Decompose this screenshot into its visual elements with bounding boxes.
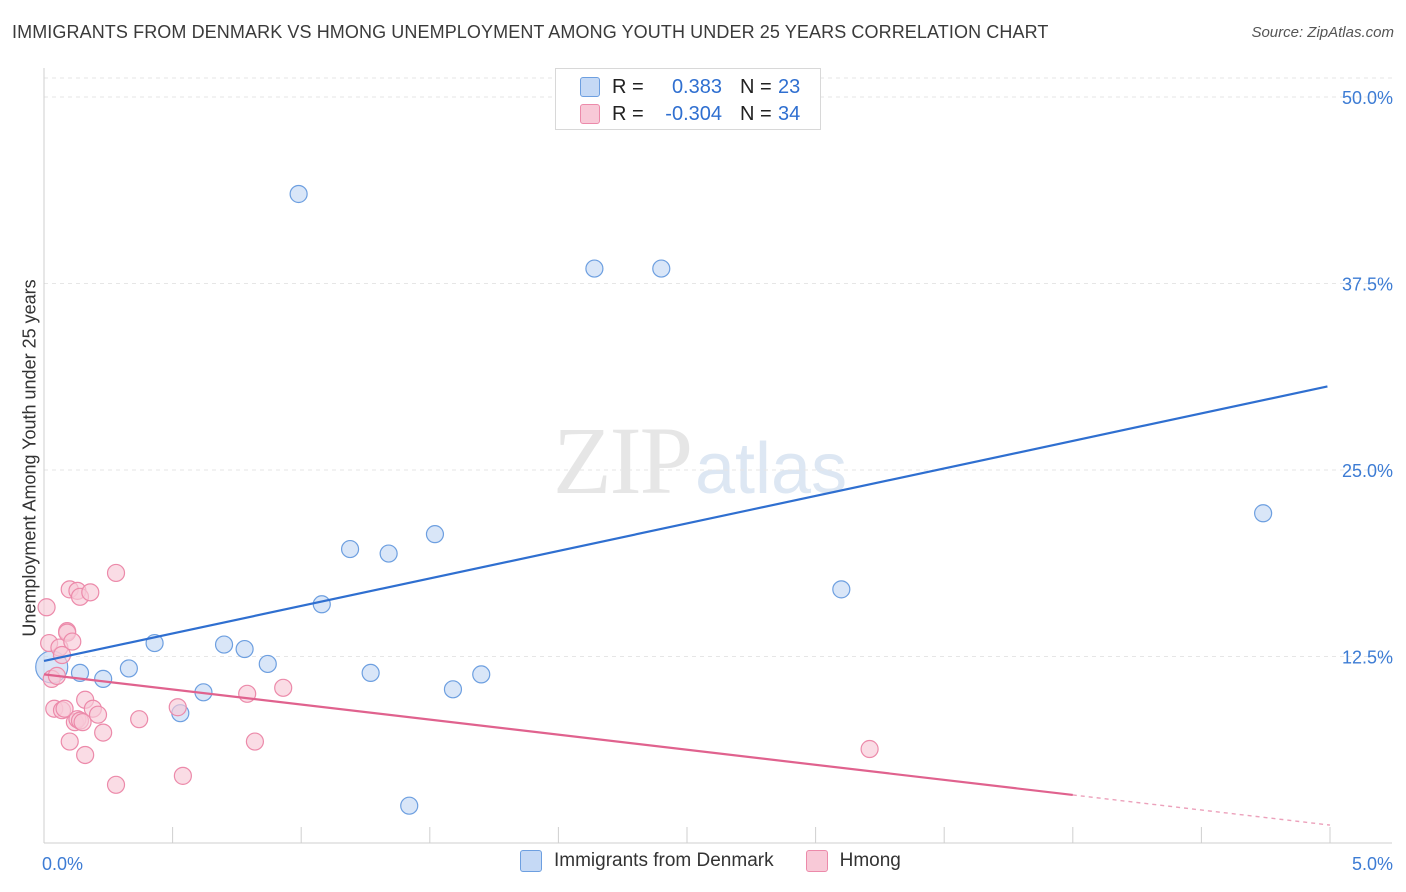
y-axis-label: Unemployment Among Youth under 25 years xyxy=(19,279,40,637)
y-tick-label: 37.5% xyxy=(1342,275,1393,295)
hmong-point xyxy=(860,739,879,759)
hmong-point xyxy=(130,710,149,729)
hmong-point xyxy=(168,698,187,717)
denmark-point xyxy=(1254,504,1273,523)
hmong-point xyxy=(274,678,293,697)
denmark-point xyxy=(94,669,113,688)
legend-n-label: N = xyxy=(740,75,772,98)
legend-swatch-denmark xyxy=(520,850,542,872)
series-legend: Immigrants from Denmark Hmong xyxy=(520,850,933,872)
denmark-point xyxy=(312,595,331,614)
legend-n-value: 34 xyxy=(778,102,801,125)
denmark-point xyxy=(585,259,604,278)
hmong-point xyxy=(173,766,192,785)
denmark-point xyxy=(235,639,254,659)
y-tick-label: 50.0% xyxy=(1342,88,1393,108)
denmark-point xyxy=(289,184,308,204)
source-credit: Source: ZipAtlas.com xyxy=(1251,24,1394,41)
denmark-point xyxy=(472,665,491,684)
x-tick-label: 0.0% xyxy=(42,854,83,874)
legend-item-denmark[interactable]: Immigrants from Denmark xyxy=(520,850,774,872)
hmong-point xyxy=(55,699,74,718)
denmark-point xyxy=(379,544,398,563)
hmong-point xyxy=(94,723,113,742)
hmong-point xyxy=(60,732,79,751)
denmark-point xyxy=(652,259,671,278)
hmong-point xyxy=(37,598,56,617)
legend-label-denmark: Immigrants from Denmark xyxy=(554,850,774,871)
legend-swatch-hmong xyxy=(580,104,600,124)
hmong-trend-line-extension xyxy=(1072,794,1331,826)
denmark-point xyxy=(832,580,851,599)
legend-r-label: R = xyxy=(612,75,644,98)
denmark-point xyxy=(119,659,138,678)
hmong-point xyxy=(106,563,126,583)
denmark-point xyxy=(361,663,380,683)
legend-label-hmong: Hmong xyxy=(839,850,901,871)
hmong-point xyxy=(73,713,92,732)
y-tick-label: 12.5% xyxy=(1342,648,1393,668)
denmark-trend-line xyxy=(43,385,1328,663)
denmark-point xyxy=(425,525,445,544)
legend-n-value: 23 xyxy=(778,75,801,98)
y-tick-label: 25.0% xyxy=(1342,461,1393,481)
denmark-point xyxy=(443,680,463,699)
legend-swatch-hmong xyxy=(805,850,828,872)
chart-title: IMMIGRANTS FROM DENMARK VS HMONG UNEMPLO… xyxy=(12,22,1049,42)
legend-row-denmark: R = 0.383 N = 23 xyxy=(580,75,800,99)
hmong-point xyxy=(76,745,95,765)
legend-swatch-denmark xyxy=(580,77,600,97)
legend-r-label: R = xyxy=(612,102,644,125)
legend-row-hmong: R = -0.304 N = 34 xyxy=(580,102,800,126)
hmong-point xyxy=(63,632,82,651)
hmong-point xyxy=(81,583,100,602)
denmark-point xyxy=(400,796,419,815)
denmark-point xyxy=(258,654,277,674)
denmark-point xyxy=(340,539,360,559)
legend-item-hmong[interactable]: Hmong xyxy=(805,850,901,872)
hmong-point xyxy=(88,705,108,724)
hmong-point xyxy=(106,775,126,794)
hmong-point xyxy=(245,732,265,751)
legend-r-value: 0.383 xyxy=(671,75,722,98)
correlation-legend: R = 0.383 N = 23 R = -0.304 N = 34 xyxy=(555,68,821,130)
hmong-trend-line xyxy=(43,673,1073,797)
x-tick-label: 5.0% xyxy=(1352,854,1393,874)
denmark-point xyxy=(214,635,234,654)
legend-n-label: N = xyxy=(740,102,772,125)
legend-r-value: -0.304 xyxy=(665,102,722,125)
